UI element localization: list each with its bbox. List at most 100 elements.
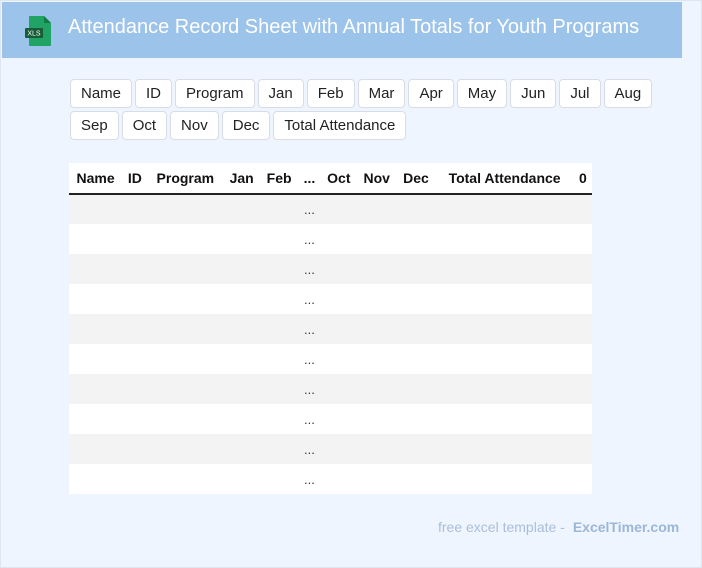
table-cell[interactable] xyxy=(435,434,574,464)
table-cell[interactable] xyxy=(435,464,574,494)
table-cell[interactable]: ... xyxy=(298,344,321,374)
column-chip[interactable]: ID xyxy=(135,79,173,108)
table-cell[interactable] xyxy=(69,194,123,224)
table-cell[interactable] xyxy=(260,464,299,494)
table-cell[interactable]: ... xyxy=(298,434,321,464)
table-cell[interactable] xyxy=(396,194,436,224)
table-cell[interactable] xyxy=(223,224,261,254)
table-cell[interactable] xyxy=(356,374,397,404)
table-cell[interactable] xyxy=(356,344,397,374)
table-cell[interactable] xyxy=(122,224,148,254)
table-cell[interactable] xyxy=(147,434,224,464)
table-cell[interactable] xyxy=(260,374,299,404)
table-cell[interactable] xyxy=(147,374,224,404)
table-cell[interactable] xyxy=(573,314,592,344)
column-chip[interactable]: Apr xyxy=(408,79,454,108)
table-cell[interactable] xyxy=(435,194,574,224)
table-cell[interactable] xyxy=(435,374,574,404)
table-cell[interactable] xyxy=(69,374,123,404)
table-cell[interactable] xyxy=(223,344,261,374)
column-chip[interactable]: May xyxy=(456,79,508,108)
table-cell[interactable] xyxy=(69,224,123,254)
table-cell[interactable] xyxy=(356,404,397,434)
table-cell[interactable] xyxy=(320,284,357,314)
table-cell[interactable] xyxy=(320,404,357,434)
table-cell[interactable] xyxy=(147,254,224,284)
table-cell[interactable] xyxy=(69,254,123,284)
table-cell[interactable] xyxy=(147,344,224,374)
table-cell[interactable] xyxy=(435,404,574,434)
table-cell[interactable] xyxy=(435,344,574,374)
table-cell[interactable] xyxy=(573,374,592,404)
table-cell[interactable] xyxy=(320,374,357,404)
footer-brand-link[interactable]: ExcelTimer.com xyxy=(572,519,680,535)
table-cell[interactable] xyxy=(396,404,436,434)
table-cell[interactable] xyxy=(223,404,261,434)
table-cell[interactable] xyxy=(435,224,574,254)
column-chip[interactable]: Sep xyxy=(70,111,119,140)
table-cell[interactable] xyxy=(260,194,299,224)
table-cell[interactable] xyxy=(396,344,436,374)
table-cell[interactable] xyxy=(122,284,148,314)
table-cell[interactable] xyxy=(320,314,357,344)
table-cell[interactable] xyxy=(122,344,148,374)
table-cell[interactable] xyxy=(69,464,123,494)
table-cell[interactable] xyxy=(573,194,592,224)
table-cell[interactable] xyxy=(356,254,397,284)
table-cell[interactable] xyxy=(147,404,224,434)
table-cell[interactable] xyxy=(356,434,397,464)
table-cell[interactable] xyxy=(69,404,123,434)
column-chip[interactable]: Dec xyxy=(221,111,271,140)
table-cell[interactable] xyxy=(147,284,224,314)
table-cell[interactable] xyxy=(223,284,261,314)
table-cell[interactable]: ... xyxy=(298,224,321,254)
table-cell[interactable] xyxy=(356,194,397,224)
table-cell[interactable] xyxy=(356,284,397,314)
table-cell[interactable]: ... xyxy=(298,194,321,224)
table-cell[interactable] xyxy=(573,434,592,464)
table-cell[interactable] xyxy=(69,284,123,314)
table-cell[interactable] xyxy=(320,434,357,464)
table-cell[interactable] xyxy=(356,314,397,344)
column-chip[interactable]: Jun xyxy=(510,79,557,108)
table-cell[interactable] xyxy=(260,224,299,254)
column-chip[interactable]: Aug xyxy=(603,79,653,108)
table-cell[interactable] xyxy=(69,314,123,344)
table-cell[interactable] xyxy=(573,224,592,254)
table-cell[interactable] xyxy=(320,194,357,224)
table-cell[interactable] xyxy=(223,254,261,284)
table-cell[interactable] xyxy=(320,254,357,284)
table-cell[interactable] xyxy=(320,344,357,374)
table-cell[interactable] xyxy=(260,254,299,284)
table-cell[interactable] xyxy=(573,284,592,314)
table-cell[interactable] xyxy=(147,224,224,254)
table-cell[interactable] xyxy=(435,284,574,314)
table-cell[interactable] xyxy=(435,254,574,284)
table-cell[interactable] xyxy=(69,344,123,374)
table-cell[interactable] xyxy=(396,254,436,284)
table-cell[interactable]: ... xyxy=(298,404,321,434)
table-cell[interactable] xyxy=(122,404,148,434)
table-cell[interactable] xyxy=(69,434,123,464)
table-cell[interactable] xyxy=(260,434,299,464)
table-cell[interactable] xyxy=(396,464,436,494)
table-cell[interactable] xyxy=(573,464,592,494)
table-cell[interactable] xyxy=(147,194,224,224)
table-cell[interactable] xyxy=(147,314,224,344)
table-cell[interactable]: ... xyxy=(298,284,321,314)
column-chip[interactable]: Feb xyxy=(306,79,355,108)
table-cell[interactable] xyxy=(320,464,357,494)
table-cell[interactable] xyxy=(260,404,299,434)
table-cell[interactable] xyxy=(396,284,436,314)
table-cell[interactable] xyxy=(223,194,261,224)
table-cell[interactable] xyxy=(573,344,592,374)
table-cell[interactable] xyxy=(396,374,436,404)
column-chip[interactable]: Total Attendance xyxy=(273,111,407,140)
table-cell[interactable] xyxy=(122,254,148,284)
table-cell[interactable]: ... xyxy=(298,254,321,284)
table-cell[interactable] xyxy=(396,314,436,344)
table-cell[interactable] xyxy=(223,434,261,464)
table-cell[interactable]: ... xyxy=(298,374,321,404)
table-cell[interactable] xyxy=(223,314,261,344)
column-chip[interactable]: Program xyxy=(175,79,255,108)
